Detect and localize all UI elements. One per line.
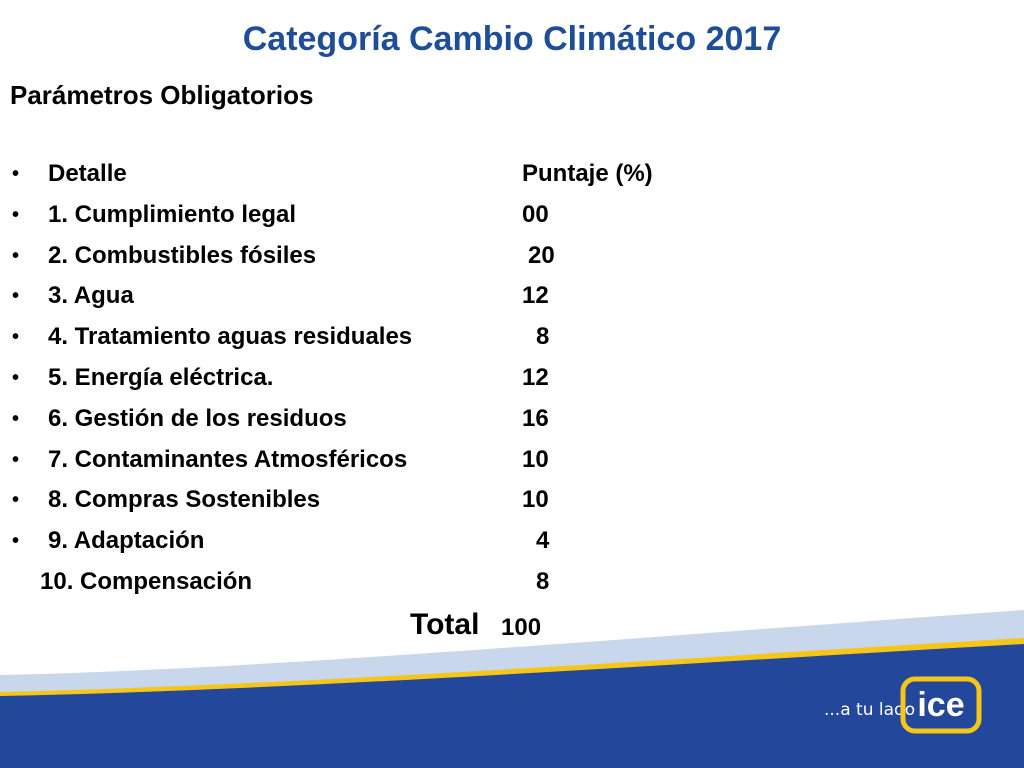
row-label: 9. Adaptación: [48, 527, 205, 555]
footer-wave-graphic: [0, 610, 1024, 768]
row-label: 4. Tratamiento aguas residuales: [48, 323, 413, 351]
row-value: 16: [522, 404, 549, 432]
table-row: • 7. Contaminantes Atmosféricos 10: [0, 440, 1024, 481]
table-header-row: • Detalle Puntaje (%): [0, 154, 1024, 195]
bullet-icon: •: [12, 163, 20, 185]
bullet-icon: •: [12, 407, 20, 430]
total-value: 100: [501, 614, 542, 641]
table-row: • 3. Agua 12: [0, 276, 1024, 317]
slide-subtitle: Parámetros Obligatorios: [10, 80, 314, 110]
row-label: 5. Energía eléctrica.: [48, 363, 274, 391]
bullet-icon: •: [12, 285, 20, 308]
row-label: 7. Contaminantes Atmosféricos: [48, 445, 408, 473]
row-label: 2. Combustibles fósiles: [48, 241, 317, 269]
logo-text: ice: [917, 686, 964, 724]
row-label: 6. Gestión de los residuos: [48, 404, 347, 432]
bullet-icon: •: [12, 448, 20, 471]
table-row: • 2. Combustibles fósiles 20: [0, 236, 1024, 277]
row-label: 10. Compensación: [40, 567, 253, 595]
table-row: • 5. Energía eléctrica. 12: [0, 358, 1024, 399]
row-value: 12: [522, 282, 549, 310]
ice-logo: ice: [900, 676, 982, 734]
bullet-icon: •: [12, 489, 20, 512]
bullet-icon: •: [12, 530, 20, 553]
row-label: 1. Cumplimiento legal: [48, 200, 297, 228]
bullet-icon: •: [12, 366, 20, 389]
logo-frame: [900, 676, 982, 734]
row-label: 3. Agua: [48, 282, 134, 310]
table-row: • 9. Adaptación 4: [0, 521, 1024, 562]
row-value: 8: [536, 567, 550, 595]
row-value: 12: [522, 363, 549, 391]
table-row: 10. Compensación 8: [0, 562, 1024, 603]
total-row: Total 100: [0, 608, 1024, 652]
bullet-icon: •: [12, 203, 20, 226]
table-header-label: Detalle: [48, 160, 127, 187]
table-row: • 8. Compras Sostenibles 10: [0, 480, 1024, 521]
table-row: • 4. Tratamiento aguas residuales 8: [0, 317, 1024, 358]
row-value: 4: [536, 527, 550, 555]
bullet-icon: •: [12, 244, 20, 267]
row-value: 00: [522, 200, 549, 228]
brand-tagline: ...a tu lado: [824, 700, 916, 720]
row-value: 10: [522, 445, 549, 473]
slide-title: Categoría Cambio Climático 2017: [242, 20, 782, 58]
row-label: 8. Compras Sostenibles: [48, 486, 321, 514]
score-table: • Detalle Puntaje (%) • 1. Cumplimiento …: [0, 154, 1024, 603]
row-value: 20: [528, 241, 555, 269]
row-value: 10: [522, 486, 549, 514]
bullet-icon: •: [12, 326, 20, 349]
table-header-value: Puntaje (%): [522, 160, 653, 187]
table-row: • 6. Gestión de los residuos 16: [0, 399, 1024, 440]
row-value: 8: [536, 323, 550, 351]
total-label: Total: [410, 608, 480, 641]
footer-blue-band: [0, 644, 1024, 768]
table-row: • 1. Cumplimiento legal 00: [0, 195, 1024, 236]
